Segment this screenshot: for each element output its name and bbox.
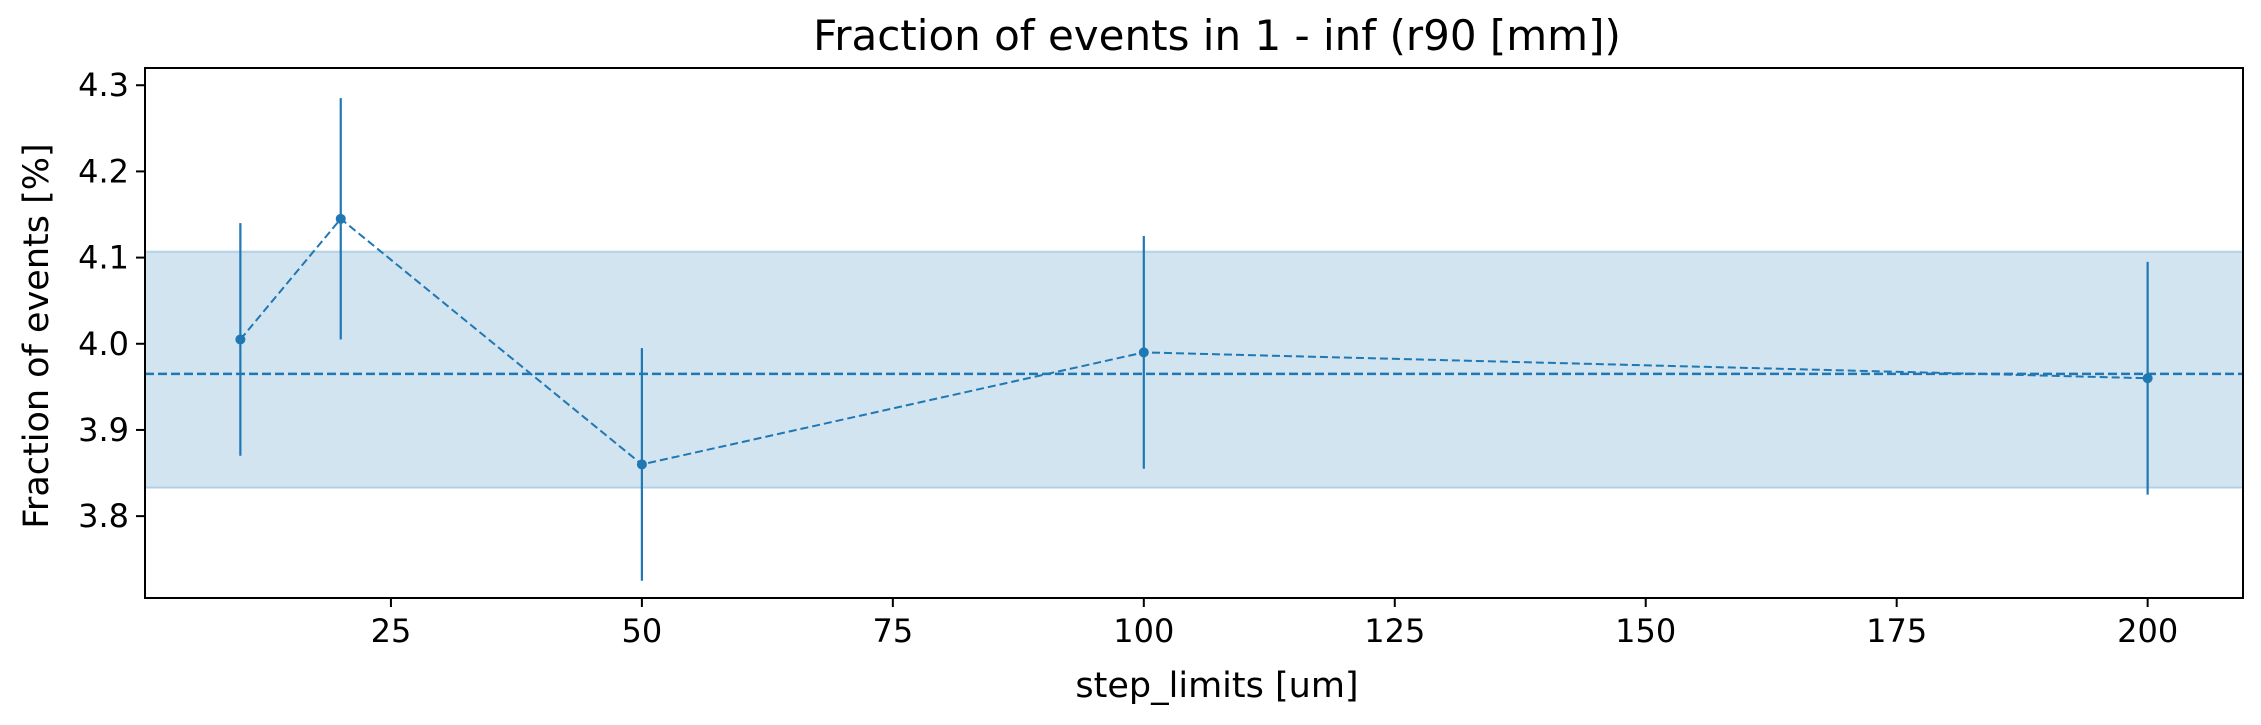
x-tick-label: 200 [2117,612,2178,650]
x-tick-label: 25 [371,612,412,650]
plot-frame [144,67,2244,599]
y-axis: 3.8 3.9 4.0 4.1 4.2 4.3 [78,66,145,535]
x-axis: 25 50 75 100 125 150 175 200 [371,598,2178,650]
y-tick-label: 4.2 [78,152,129,190]
chart-title: Fraction of events in 1 - inf (r90 [mm]) [813,11,1621,60]
x-tick-label: 50 [622,612,663,650]
x-tick-label: 125 [1364,612,1425,650]
y-axis-label: Fraction of events [%] [17,143,57,528]
data-point [2142,373,2153,384]
y-tick-label: 3.8 [78,497,129,535]
y-tick-label: 4.1 [78,239,129,277]
data-point [235,334,246,345]
x-tick-label: 175 [1866,612,1927,650]
data-point [636,459,647,470]
x-tick-label: 150 [1615,612,1676,650]
y-tick-label: 3.9 [78,411,129,449]
data-point [335,213,346,224]
y-tick-label: 4.0 [78,325,129,363]
x-axis-label: step_limits [um] [1075,666,1358,706]
plot-area [144,67,2244,599]
x-tick-label: 75 [872,612,913,650]
x-tick-label: 100 [1113,612,1174,650]
uncertainty-band [144,250,2244,489]
y-tick-label: 4.3 [78,66,129,104]
data-point [1138,347,1149,358]
